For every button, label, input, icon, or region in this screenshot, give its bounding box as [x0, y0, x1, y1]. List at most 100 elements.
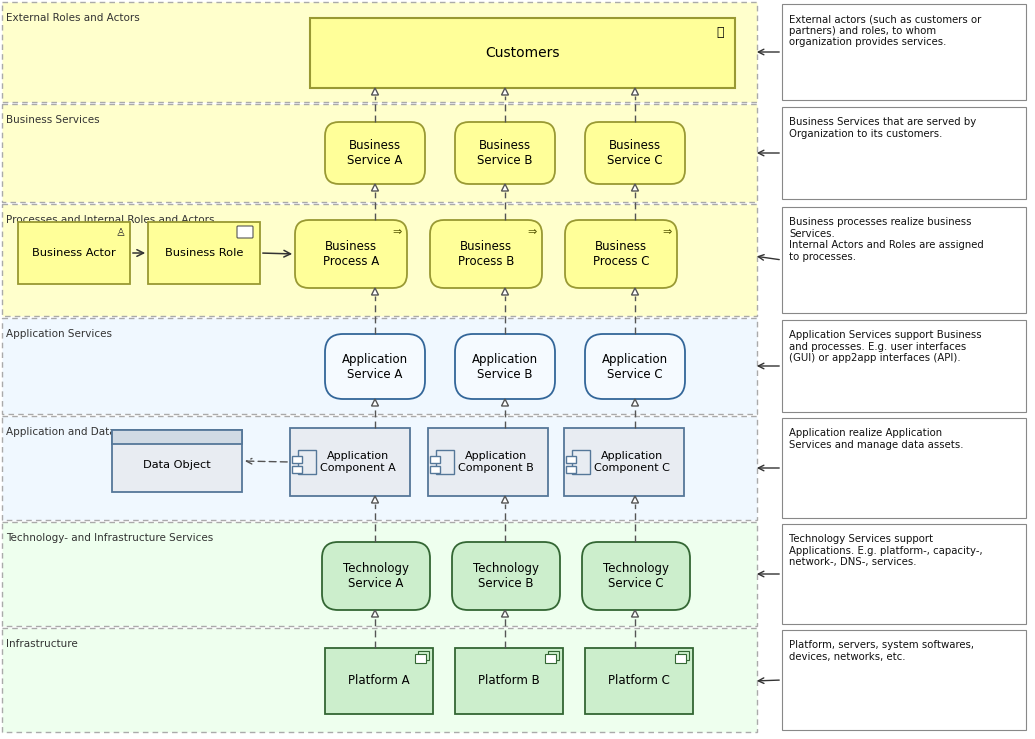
Bar: [290, 428, 410, 496]
Text: Platform C: Platform C: [609, 675, 670, 687]
FancyBboxPatch shape: [455, 122, 555, 184]
Polygon shape: [372, 496, 379, 503]
Text: Technology
Service A: Technology Service A: [343, 562, 409, 590]
Text: Data Object: Data Object: [143, 460, 211, 470]
Text: ⇒: ⇒: [392, 227, 402, 237]
Bar: [566, 456, 576, 463]
Bar: [430, 456, 440, 463]
Bar: [782, 630, 1026, 730]
Text: Business
Process A: Business Process A: [323, 240, 379, 268]
Polygon shape: [502, 288, 508, 295]
Text: Business
Process B: Business Process B: [457, 240, 514, 268]
Bar: [430, 466, 440, 473]
FancyBboxPatch shape: [2, 522, 757, 626]
Text: External Roles and Actors: External Roles and Actors: [6, 13, 140, 23]
Text: Business
Process C: Business Process C: [593, 240, 649, 268]
FancyBboxPatch shape: [2, 104, 757, 202]
Polygon shape: [631, 184, 639, 191]
Polygon shape: [502, 184, 508, 191]
Text: Application
Service B: Application Service B: [472, 353, 538, 381]
Polygon shape: [502, 610, 508, 617]
FancyBboxPatch shape: [2, 318, 757, 414]
Bar: [675, 654, 686, 663]
FancyBboxPatch shape: [2, 2, 757, 102]
Polygon shape: [631, 399, 639, 406]
Polygon shape: [631, 88, 639, 95]
Bar: [548, 651, 559, 660]
Bar: [310, 18, 735, 88]
FancyBboxPatch shape: [322, 542, 430, 610]
Polygon shape: [372, 610, 379, 617]
Text: Application
Service C: Application Service C: [602, 353, 668, 381]
FancyBboxPatch shape: [582, 542, 690, 610]
Polygon shape: [502, 496, 508, 503]
Text: Technology Services support
Applications. E.g. platform-, capacity-,
network-, D: Technology Services support Applications…: [789, 534, 982, 568]
Polygon shape: [372, 88, 379, 95]
Text: ⇒: ⇒: [527, 227, 537, 237]
Polygon shape: [631, 496, 639, 503]
Bar: [545, 654, 556, 663]
FancyBboxPatch shape: [452, 542, 560, 610]
Text: Application realize Application
Services and manage data assets.: Application realize Application Services…: [789, 428, 964, 449]
FancyBboxPatch shape: [455, 334, 555, 399]
Text: Technology- and Infrastructure Services: Technology- and Infrastructure Services: [6, 533, 213, 543]
Text: Technology
Service B: Technology Service B: [473, 562, 539, 590]
Polygon shape: [372, 184, 379, 191]
Text: Application Services support Business
and processes. E.g. user interfaces
(GUI) : Application Services support Business an…: [789, 330, 981, 363]
Text: ♙: ♙: [115, 228, 125, 238]
Text: Application
Service A: Application Service A: [342, 353, 408, 381]
Bar: [112, 430, 242, 492]
Text: Customers: Customers: [485, 46, 560, 60]
FancyBboxPatch shape: [2, 628, 757, 732]
Text: Business processes realize business
Services.
Internal Actors and Roles are assi: Business processes realize business Serv…: [789, 217, 983, 262]
Bar: [112, 430, 242, 444]
Bar: [148, 222, 260, 284]
FancyBboxPatch shape: [585, 334, 685, 399]
FancyBboxPatch shape: [325, 122, 425, 184]
FancyBboxPatch shape: [237, 226, 253, 238]
Text: Business
Service A: Business Service A: [348, 139, 403, 167]
Bar: [298, 450, 316, 474]
Polygon shape: [502, 399, 508, 406]
FancyBboxPatch shape: [565, 220, 677, 288]
Bar: [564, 428, 684, 496]
Bar: [572, 450, 590, 474]
FancyBboxPatch shape: [585, 122, 685, 184]
Text: Platform A: Platform A: [348, 675, 410, 687]
Text: Business
Service C: Business Service C: [608, 139, 662, 167]
Bar: [782, 107, 1026, 199]
FancyBboxPatch shape: [2, 204, 757, 316]
Text: Platform, servers, system softwares,
devices, networks, etc.: Platform, servers, system softwares, dev…: [789, 640, 974, 661]
Text: Application
Component B: Application Component B: [459, 452, 534, 473]
Text: Processes and Internal Roles and Actors: Processes and Internal Roles and Actors: [6, 215, 214, 225]
Text: Business Role: Business Role: [165, 248, 243, 258]
Bar: [585, 648, 693, 714]
Bar: [292, 456, 302, 463]
Text: 🚶: 🚶: [716, 26, 723, 39]
Text: Business Services that are served by
Organization to its customers.: Business Services that are served by Org…: [789, 117, 976, 139]
Text: Business Services: Business Services: [6, 115, 99, 125]
Text: Platform B: Platform B: [478, 675, 540, 687]
Text: Infrastructure: Infrastructure: [6, 639, 78, 649]
FancyBboxPatch shape: [430, 220, 542, 288]
Bar: [455, 648, 563, 714]
Bar: [292, 466, 302, 473]
FancyBboxPatch shape: [325, 334, 425, 399]
Polygon shape: [372, 399, 379, 406]
Text: Business
Service B: Business Service B: [477, 139, 533, 167]
Polygon shape: [631, 610, 639, 617]
FancyBboxPatch shape: [2, 416, 757, 520]
Polygon shape: [631, 288, 639, 295]
Polygon shape: [502, 88, 508, 95]
Bar: [428, 428, 548, 496]
Bar: [782, 4, 1026, 100]
Text: Application
Component C: Application Component C: [594, 452, 670, 473]
Bar: [782, 418, 1026, 518]
Bar: [325, 648, 433, 714]
Bar: [678, 651, 689, 660]
Bar: [782, 524, 1026, 624]
Text: Application
Component A: Application Component A: [320, 452, 395, 473]
Text: ⇒: ⇒: [662, 227, 672, 237]
Bar: [566, 466, 576, 473]
Text: Application Services: Application Services: [6, 329, 112, 339]
